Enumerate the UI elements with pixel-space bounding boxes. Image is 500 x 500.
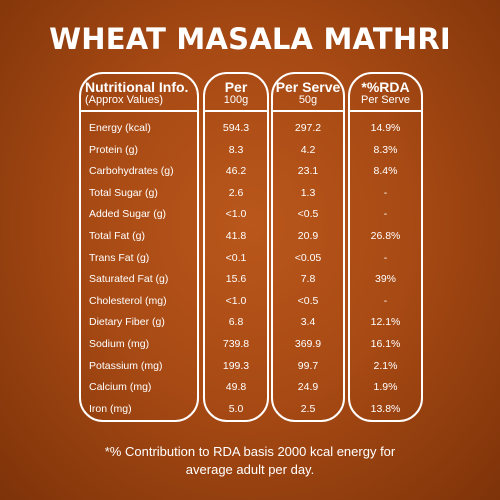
per-serve-value: 24.9 bbox=[297, 381, 319, 394]
table-row: Saturated Fat (g) 15.6 7.8 39% bbox=[0, 269, 500, 291]
nutrient-name: Saturated Fat (g) bbox=[89, 273, 169, 286]
rda-value: - bbox=[383, 208, 388, 221]
table-row: Carbohydrates (g) 46.2 23.1 8.4% bbox=[0, 161, 500, 183]
rda-footnote: *% Contribution to RDA basis 2000 kcal e… bbox=[0, 443, 500, 479]
rda-value: - bbox=[383, 294, 388, 307]
per-100g-value: <1.0 bbox=[225, 208, 247, 221]
footnote-line-1: *% Contribution to RDA basis 2000 kcal e… bbox=[104, 444, 396, 459]
rda-value: 8.3% bbox=[373, 143, 398, 156]
per-100g-value: 49.8 bbox=[225, 381, 247, 394]
per-serve-value: 7.8 bbox=[300, 273, 316, 286]
table-row: Trans Fat (g) <0.1 <0.05 - bbox=[0, 248, 500, 270]
nutrient-header-subtitle: (Approx Values) bbox=[85, 93, 164, 106]
per-100g-column-outline bbox=[203, 72, 269, 422]
rda-value: - bbox=[383, 251, 388, 264]
per-100g-value: 594.3 bbox=[222, 122, 250, 134]
per-100g-value: 5.0 bbox=[228, 402, 244, 415]
rda-value: 14.9% bbox=[370, 122, 401, 134]
per-100g-value: 15.6 bbox=[225, 273, 247, 286]
per-serve-value: 1.3 bbox=[300, 186, 316, 199]
table-row: Sodium (mg) 739.8 369.9 16.1% bbox=[0, 334, 500, 356]
per-100g-value: 46.2 bbox=[225, 165, 247, 178]
table-row: Total Sugar (g) 2.6 1.3 - bbox=[0, 183, 500, 205]
nutrient-name: Total Sugar (g) bbox=[89, 186, 158, 199]
rda-value: 26.8% bbox=[370, 229, 401, 242]
per-serve-value: 20.9 bbox=[297, 229, 319, 242]
per-100g-value: 41.8 bbox=[225, 229, 247, 242]
nutrient-name: Trans Fat (g) bbox=[89, 251, 150, 264]
table-row: Energy (kcal) 594.3 297.2 14.9% bbox=[0, 118, 500, 140]
table-row: Calcium (mg) 49.8 24.9 1.9% bbox=[0, 377, 500, 399]
per-100g-header-subtitle: 100g bbox=[223, 93, 249, 106]
per-serve-value: 4.2 bbox=[300, 143, 316, 156]
per-100g-value: 6.8 bbox=[228, 316, 244, 329]
nutrient-name: Iron (mg) bbox=[89, 402, 132, 415]
nutrient-header-divider bbox=[79, 110, 199, 112]
per-serve-value: 99.7 bbox=[297, 359, 319, 372]
per-serve-value: <0.5 bbox=[297, 294, 319, 307]
nutrient-name: Carbohydrates (g) bbox=[89, 165, 174, 178]
per-serve-value: <0.05 bbox=[294, 251, 322, 264]
per-100g-column-header: Per 100g bbox=[203, 80, 269, 106]
per-serve-value: 3.4 bbox=[300, 316, 316, 329]
per-serve-header-divider bbox=[271, 110, 345, 112]
rda-value: 1.9% bbox=[373, 381, 398, 394]
nutrient-column-outline bbox=[79, 72, 199, 422]
nutrient-name: Calcium (mg) bbox=[89, 381, 152, 394]
nutrition-table-body: Energy (kcal) 594.3 297.2 14.9% Protein (g)… bbox=[0, 118, 500, 420]
per-100g-value: 2.6 bbox=[228, 186, 244, 199]
footnote-line-2: average adult per day. bbox=[185, 462, 315, 477]
nutrient-name: Dietary Fiber (g) bbox=[89, 316, 165, 329]
table-row: Added Sugar (g) <1.0 <0.5 - bbox=[0, 204, 500, 226]
table-row: Total Fat (g) 41.8 20.9 26.8% bbox=[0, 226, 500, 248]
per-100g-value: 739.8 bbox=[222, 337, 250, 350]
nutrient-name: Sodium (mg) bbox=[89, 337, 150, 350]
rda-header-title: *%RDA bbox=[361, 79, 410, 95]
rda-header-divider bbox=[348, 110, 423, 112]
table-row: Dietary Fiber (g) 6.8 3.4 12.1% bbox=[0, 312, 500, 334]
nutrient-name: Protein (g) bbox=[89, 143, 139, 156]
per-serve-header-subtitle: 50g bbox=[298, 93, 318, 106]
rda-value: 13.8% bbox=[370, 402, 401, 415]
per-100g-value: 8.3 bbox=[228, 143, 244, 156]
nutrient-name: Total Fat (g) bbox=[89, 229, 146, 242]
nutrient-name: Added Sugar (g) bbox=[89, 208, 167, 221]
per-100g-header-title: Per bbox=[224, 79, 248, 95]
per-100g-header-divider bbox=[203, 110, 269, 112]
rda-header-subtitle: Per Serve bbox=[361, 93, 410, 106]
per-100g-value: <0.1 bbox=[225, 251, 247, 264]
rda-value: 2.1% bbox=[373, 359, 398, 372]
per-serve-value: 369.9 bbox=[294, 337, 322, 350]
per-serve-header-title: Per Serve bbox=[275, 79, 341, 95]
rda-value: 8.4% bbox=[373, 165, 398, 178]
rda-column-outline bbox=[348, 72, 423, 422]
nutrient-name: Potassium (mg) bbox=[89, 359, 163, 372]
nutrient-header-title: Nutritional Info. bbox=[85, 79, 189, 95]
nutrient-name: Cholesterol (mg) bbox=[89, 294, 167, 307]
per-serve-value: 2.5 bbox=[300, 402, 316, 415]
rda-value: - bbox=[383, 186, 388, 199]
per-serve-value: 23.1 bbox=[297, 165, 319, 178]
rda-value: 39% bbox=[374, 273, 396, 286]
per-100g-value: <1.0 bbox=[225, 294, 247, 307]
table-row: Potassium (mg) 199.3 99.7 2.1% bbox=[0, 356, 500, 378]
nutrient-name: Energy (kcal) bbox=[89, 122, 151, 134]
per-serve-column-outline bbox=[271, 72, 345, 422]
per-serve-value: 297.2 bbox=[294, 122, 322, 134]
rda-value: 12.1% bbox=[370, 316, 401, 329]
per-serve-value: <0.5 bbox=[297, 208, 319, 221]
table-row: Cholesterol (mg) <1.0 <0.5 - bbox=[0, 291, 500, 313]
table-row: Iron (mg) 5.0 2.5 13.8% bbox=[0, 399, 500, 421]
rda-column-header: *%RDA Per Serve bbox=[348, 80, 423, 106]
page-title: WHEAT MASALA MATHRI bbox=[49, 22, 451, 56]
table-row: Protein (g) 8.3 4.2 8.3% bbox=[0, 140, 500, 162]
nutrient-column-header: Nutritional Info. (Approx Values) bbox=[85, 80, 195, 106]
per-serve-column-header: Per Serve 50g bbox=[271, 80, 345, 106]
rda-value: 16.1% bbox=[370, 337, 401, 350]
per-100g-value: 199.3 bbox=[222, 359, 250, 372]
